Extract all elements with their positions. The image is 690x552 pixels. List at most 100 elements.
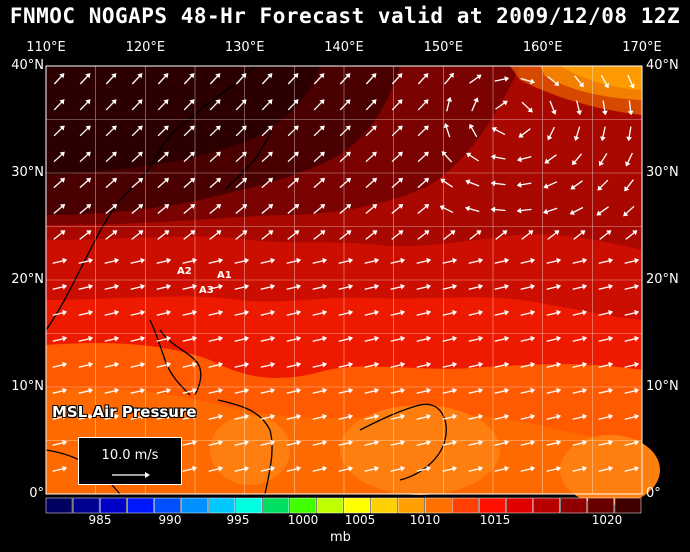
wind-arrow — [209, 125, 221, 137]
wind-arrow — [391, 230, 404, 240]
wind-arrow — [53, 99, 65, 111]
wind-arrow — [208, 413, 224, 420]
wind-arrow — [287, 230, 300, 240]
wind-arrow — [623, 205, 635, 217]
wind-arrow — [466, 152, 479, 162]
wind-arrow — [208, 257, 224, 264]
wind-arrow — [572, 413, 588, 420]
wind-arrow — [79, 204, 92, 214]
wind-arrow — [287, 204, 300, 214]
wind-arrow — [79, 230, 92, 240]
wind-arrow — [313, 151, 325, 163]
wind-arrow — [105, 230, 118, 240]
wind-arrow — [443, 123, 451, 138]
wind-arrow — [235, 151, 247, 163]
wind-arrow — [183, 73, 195, 85]
wind-arrow — [416, 465, 432, 472]
wind-arrow — [520, 283, 536, 290]
page-title: FNMOC NOGAPS 48-Hr Forecast valid at 200… — [9, 4, 681, 28]
wind-arrow — [131, 151, 143, 163]
wind-arrow — [390, 439, 406, 446]
wind-arrow — [442, 439, 458, 446]
wind-arrow — [625, 230, 638, 240]
wind-arrow — [130, 283, 146, 290]
wind-arrow — [261, 151, 273, 163]
wind-arrow — [182, 413, 198, 420]
wind-arrow — [391, 177, 404, 189]
wind-arrow — [79, 99, 91, 111]
wind-arrow — [260, 465, 276, 472]
wind-arrow — [417, 204, 430, 214]
wind-arrow — [53, 73, 65, 85]
wind-arrow — [339, 151, 351, 163]
wind-arrow — [364, 309, 380, 316]
wind-arrow — [287, 125, 299, 137]
wind-arrow — [495, 100, 508, 110]
wind-arrow — [235, 99, 247, 111]
latitude-label-left: 20°N — [11, 272, 44, 287]
wind-arrow — [235, 125, 247, 137]
wind-arrow — [338, 465, 354, 472]
wind-arrow — [286, 361, 302, 368]
wind-arrow — [234, 361, 250, 368]
wind-arrow — [261, 73, 273, 85]
wind-arrow — [624, 283, 640, 290]
wind-arrow — [182, 361, 198, 368]
wind-arrow — [182, 257, 198, 264]
colorbar-swatch — [99, 497, 127, 514]
wind-arrow — [468, 465, 484, 472]
wind-arrow — [573, 230, 586, 240]
wind-arrow — [156, 335, 172, 342]
wind-arrow — [339, 125, 351, 137]
wind-arrow — [338, 361, 354, 368]
wind-arrow — [105, 204, 118, 214]
wind-arrow — [104, 283, 120, 290]
wind-arrow — [546, 309, 562, 316]
wind-arrow — [52, 439, 68, 446]
wind-arrow — [390, 335, 406, 342]
wind-arrow — [131, 230, 144, 240]
wind-arrow — [130, 335, 146, 342]
storm-marker-a3: A3 — [199, 285, 214, 296]
wind-arrow — [183, 204, 196, 214]
wind-arrow — [260, 335, 276, 342]
colorbar-swatch — [343, 497, 371, 514]
wind-arrow — [624, 257, 640, 264]
wind-arrow — [260, 439, 276, 446]
wind-arrow — [416, 387, 432, 394]
wind-arrow — [518, 128, 531, 138]
wind-arrow — [104, 257, 120, 264]
wind-arrow — [235, 73, 247, 85]
wind-arrow — [494, 387, 510, 394]
wind-arrow — [547, 126, 555, 141]
wind-arrow — [572, 335, 588, 342]
wind-arrow — [261, 99, 273, 111]
wind-arrow — [286, 439, 302, 446]
wind-arrow — [131, 177, 144, 189]
longitude-label: 150°E — [423, 40, 464, 55]
colorbar-swatch — [127, 497, 154, 514]
wind-arrow — [183, 177, 196, 189]
wind-arrow — [78, 387, 94, 394]
wind-arrow — [130, 413, 146, 420]
wind-arrow — [516, 181, 532, 188]
wind-arrow — [417, 230, 430, 240]
wind-arrow — [338, 257, 354, 264]
reference-vector-label: 10.0 m/s — [101, 448, 159, 463]
wind-arrow — [312, 283, 328, 290]
wind-arrow — [183, 99, 195, 111]
wind-arrow — [312, 465, 328, 472]
colorbar-swatch — [479, 497, 506, 514]
wind-arrow — [286, 335, 302, 342]
wind-arrow — [313, 99, 325, 111]
wind-arrow — [364, 361, 380, 368]
wind-arrow — [516, 207, 532, 214]
wind-arrow — [600, 74, 609, 89]
wind-arrow — [520, 335, 536, 342]
wind-arrow — [624, 387, 640, 394]
wind-arrow — [182, 387, 198, 394]
wind-arrow — [338, 283, 354, 290]
wind-arrow — [157, 177, 170, 189]
wind-arrow — [624, 361, 640, 368]
wind-arrow — [627, 74, 635, 89]
